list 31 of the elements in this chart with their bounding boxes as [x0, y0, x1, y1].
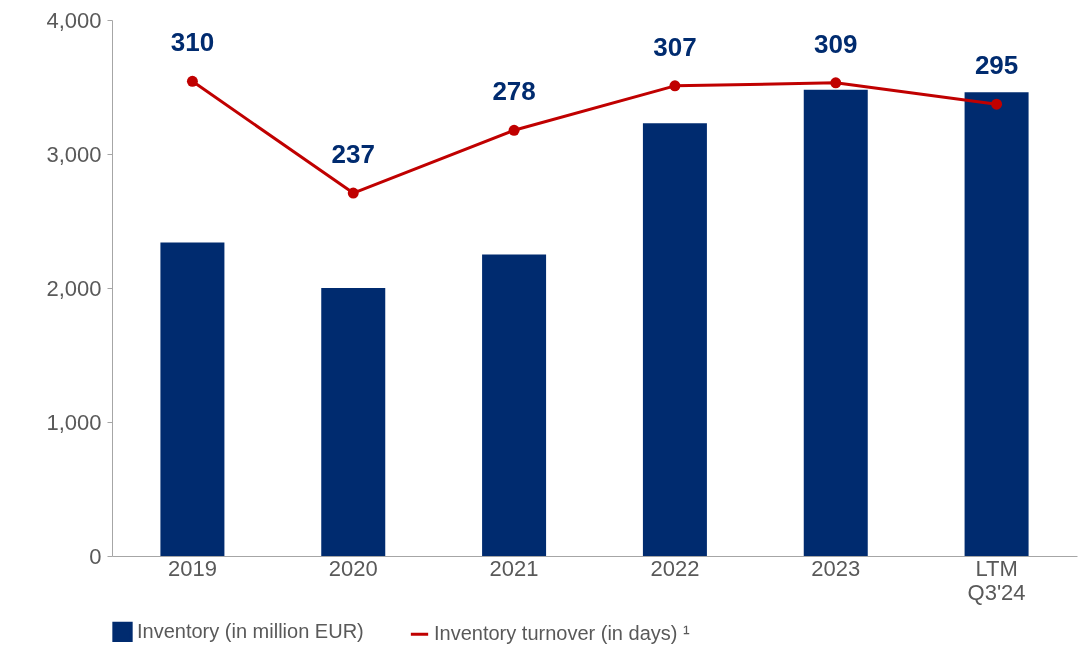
x-tick-label: 2021: [489, 555, 539, 581]
y-tick-label: 0: [89, 543, 102, 569]
data-label: 307: [653, 31, 697, 62]
data-label: 295: [974, 50, 1019, 81]
y-tick-label: 2,000: [46, 275, 102, 301]
x-tick-label: 2019: [167, 555, 217, 581]
bar: [482, 254, 547, 556]
point: [347, 187, 359, 199]
x-tick-label: 2020: [328, 555, 378, 581]
y-tick-label: 4,000: [46, 7, 102, 33]
data-label: 310: [170, 27, 215, 58]
point: [508, 124, 520, 136]
point: [186, 75, 198, 87]
x-tick-label: 2022: [650, 555, 700, 581]
point: [991, 98, 1003, 110]
x-tick-label: LTM Q3'24: [967, 555, 1026, 605]
bar: [160, 242, 225, 556]
bar: [642, 123, 707, 556]
point: [830, 77, 842, 89]
x-tick-label: 2023: [811, 555, 861, 581]
data-label: 237: [331, 139, 375, 170]
data-label: 309: [814, 28, 858, 59]
bar: [803, 89, 868, 556]
legend-label: Inventory (in million EUR): [137, 619, 364, 642]
legend-label: Inventory turnover (in days) ¹: [434, 622, 690, 645]
bar: [964, 92, 1029, 556]
point: [669, 80, 681, 92]
bar: [321, 288, 386, 556]
data-label: 278: [492, 76, 536, 107]
y-tick-label: 3,000: [46, 141, 102, 167]
y-tick-label: 1,000: [46, 409, 102, 435]
